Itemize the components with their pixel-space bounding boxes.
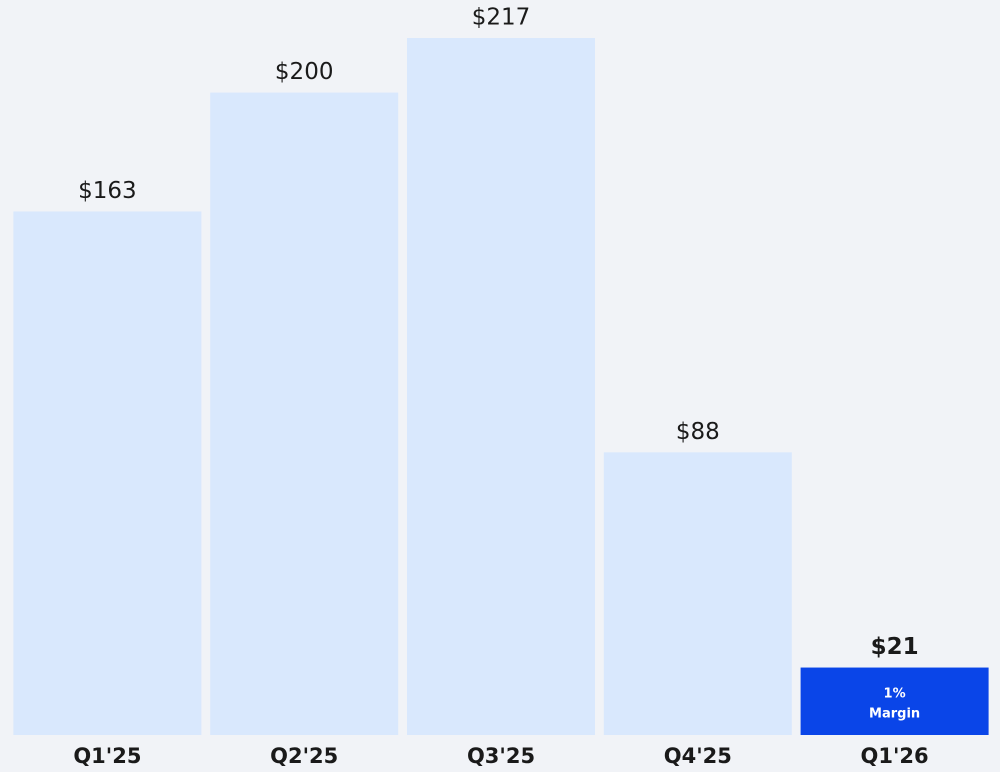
x-tick-label: Q4'25 (664, 744, 732, 768)
value-label: $217 (472, 5, 531, 31)
bar (603, 452, 792, 735)
x-tick-label: Q3'25 (467, 744, 535, 768)
bar (13, 211, 202, 735)
value-label: $21 (871, 634, 919, 660)
value-label: $88 (676, 419, 720, 445)
x-tick-label: Q1'25 (73, 744, 141, 768)
annotation: 1% (884, 687, 906, 702)
value-label: $163 (78, 178, 137, 204)
x-tick-label: Q1'26 (861, 744, 929, 768)
bar (407, 38, 595, 735)
bar (800, 667, 989, 735)
annotation: Margin (869, 707, 920, 722)
bar (210, 92, 399, 735)
x-tick-label: Q2'25 (270, 744, 338, 768)
value-label: $200 (275, 59, 334, 85)
